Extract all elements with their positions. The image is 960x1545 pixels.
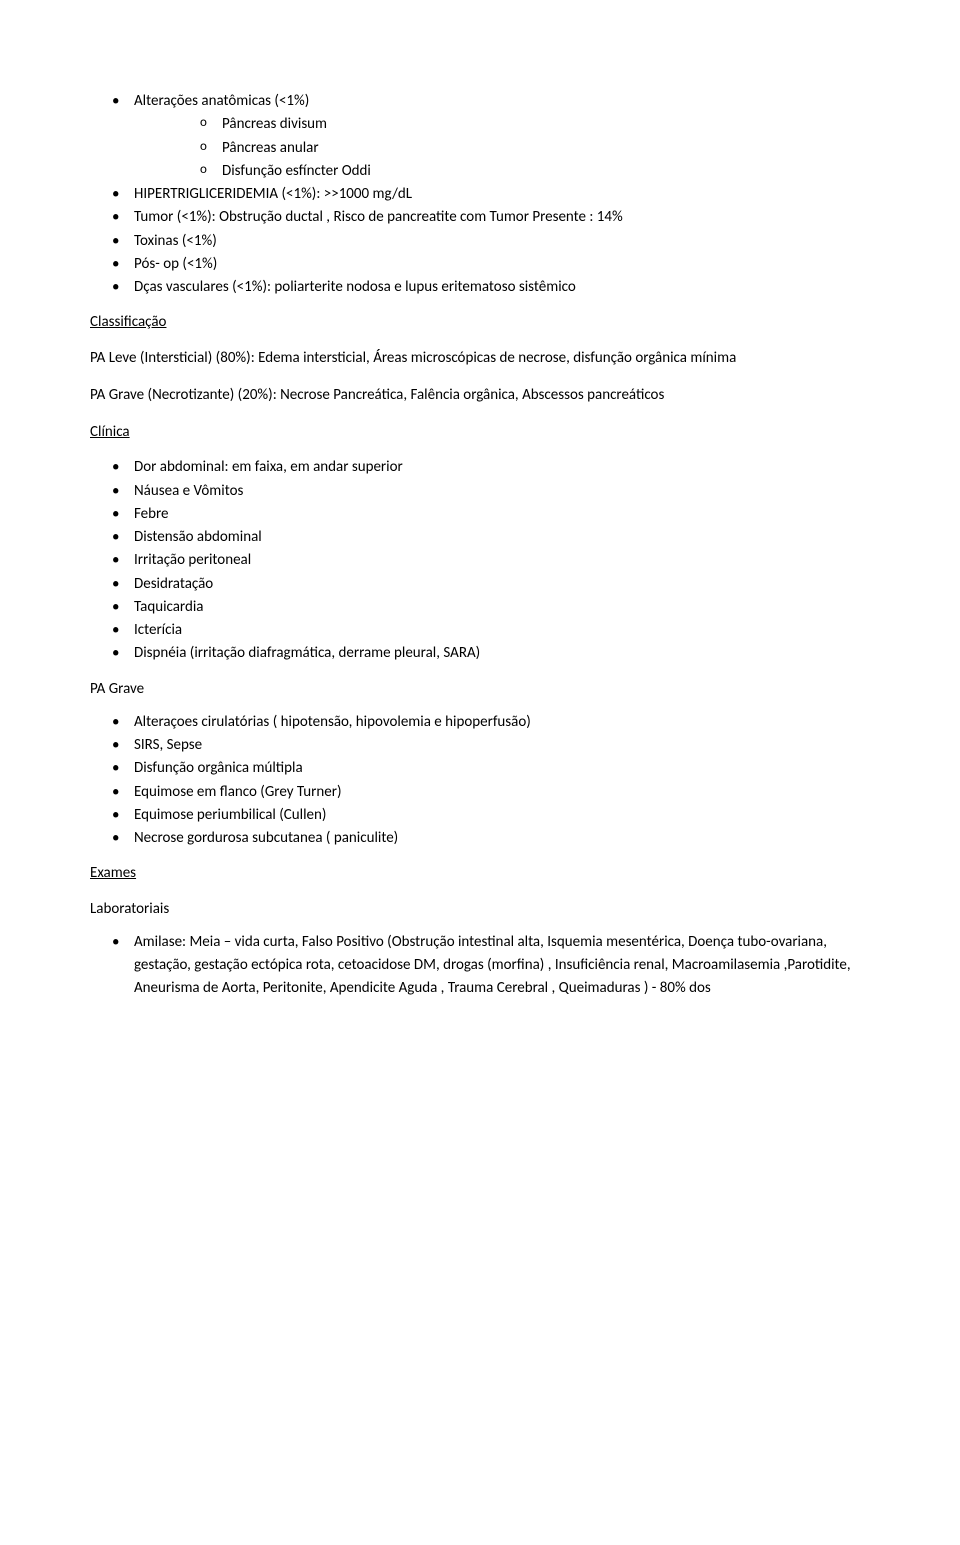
list-item: Disfunção orgânica múltipla [90,757,870,780]
pa-grave-list: Alteraçoes cirulatórias ( hipotensão, hi… [90,711,870,851]
list-item: Equimose periumbilical (Cullen) [90,804,870,827]
list-item: Tumor (<1%): Obstrução ductal , Risco de… [90,206,870,229]
sub-list-text: Pâncreas anular [222,139,319,157]
list-item-text: Pós- op (<1%) [134,255,217,273]
list-item: Equimose em flanco (Grey Turner) [90,781,870,804]
list-item-text: Distensão abdominal [134,528,262,546]
list-item: Desidratação [90,573,870,596]
list-item-text: Toxinas (<1%) [134,232,217,250]
list-item-text: Dças vasculares (<1%): poliarterite nodo… [134,278,576,296]
list-item-text: Equimose periumbilical (Cullen) [134,806,326,824]
list-item-text: Dispnéia (irritação diafragmática, derra… [134,644,480,662]
list-item-text: Febre [134,505,169,523]
list-item-text: Dor abdominal: em faixa, em andar superi… [134,458,403,476]
sub-list-item: Pâncreas divisum [134,113,870,136]
list-item-text: Taquicardia [134,598,203,616]
paragraph-pa-grave: PA Grave (Necrotizante) (20%): Necrose P… [90,384,870,407]
label-laboratoriais: Laboratoriais [90,898,870,921]
heading-classificacao: Classificação [90,311,870,334]
list-item-text: Náusea e Vômitos [134,482,243,500]
list-item-text: Tumor (<1%): Obstrução ductal , Risco de… [134,208,623,226]
sub-list-item: Pâncreas anular [134,137,870,160]
list-item: HIPERTRIGLICERIDEMIA (<1%): >>1000 mg/dL [90,183,870,206]
list-item: Febre [90,503,870,526]
list-item: Amilase: Meia – vida curta, Falso Positi… [90,931,870,1001]
list-item: Náusea e Vômitos [90,480,870,503]
list-item-text: Equimose em flanco (Grey Turner) [134,783,342,801]
label-pa-grave: PA Grave [90,678,870,701]
list-item-text: Icterícia [134,621,182,639]
list-item-text: HIPERTRIGLICERIDEMIA (<1%): >>1000 mg/dL [134,185,412,203]
sub-list-item: Disfunção esfíncter Oddi [134,160,870,183]
list-item: SIRS, Sepse [90,734,870,757]
clinica-list: Dor abdominal: em faixa, em andar superi… [90,456,870,665]
laboratoriais-list: Amilase: Meia – vida curta, Falso Positi… [90,931,870,1001]
list-item: Dças vasculares (<1%): poliarterite nodo… [90,276,870,299]
sub-list-text: Pâncreas divisum [222,115,327,133]
list-item: Irritação peritoneal [90,549,870,572]
document-page: Alterações anatômicas (<1%) Pâncreas div… [0,0,960,1053]
list-item-text: Alterações anatômicas (<1%) [134,92,309,110]
sub-list-text: Disfunção esfíncter Oddi [222,162,371,180]
list-item-text: SIRS, Sepse [134,736,202,754]
sub-list: Pâncreas divisum Pâncreas anular Disfunç… [134,113,870,183]
list-item-text: Disfunção orgânica múltipla [134,759,303,777]
list-item-text: Necrose gordurosa subcutanea ( paniculit… [134,829,398,847]
list-item: Alteraçoes cirulatórias ( hipotensão, hi… [90,711,870,734]
heading-clinica: Clínica [90,421,870,444]
list-item-text: Amilase: Meia – vida curta, Falso Positi… [134,933,851,998]
list-item: Toxinas (<1%) [90,230,870,253]
heading-exames: Exames [90,862,870,885]
list-item: Dor abdominal: em faixa, em andar superi… [90,456,870,479]
list-item: Dispnéia (irritação diafragmática, derra… [90,642,870,665]
list-item-text: Desidratação [134,575,213,593]
causes-list: Alterações anatômicas (<1%) Pâncreas div… [90,90,870,299]
list-item: Icterícia [90,619,870,642]
paragraph-pa-leve: PA Leve (Intersticial) (80%): Edema inte… [90,347,870,370]
list-item: Pós- op (<1%) [90,253,870,276]
list-item-text: Irritação peritoneal [134,551,251,569]
list-item: Taquicardia [90,596,870,619]
list-item: Alterações anatômicas (<1%) Pâncreas div… [90,90,870,183]
list-item: Necrose gordurosa subcutanea ( paniculit… [90,827,870,850]
list-item: Distensão abdominal [90,526,870,549]
list-item-text: Alteraçoes cirulatórias ( hipotensão, hi… [134,713,531,731]
